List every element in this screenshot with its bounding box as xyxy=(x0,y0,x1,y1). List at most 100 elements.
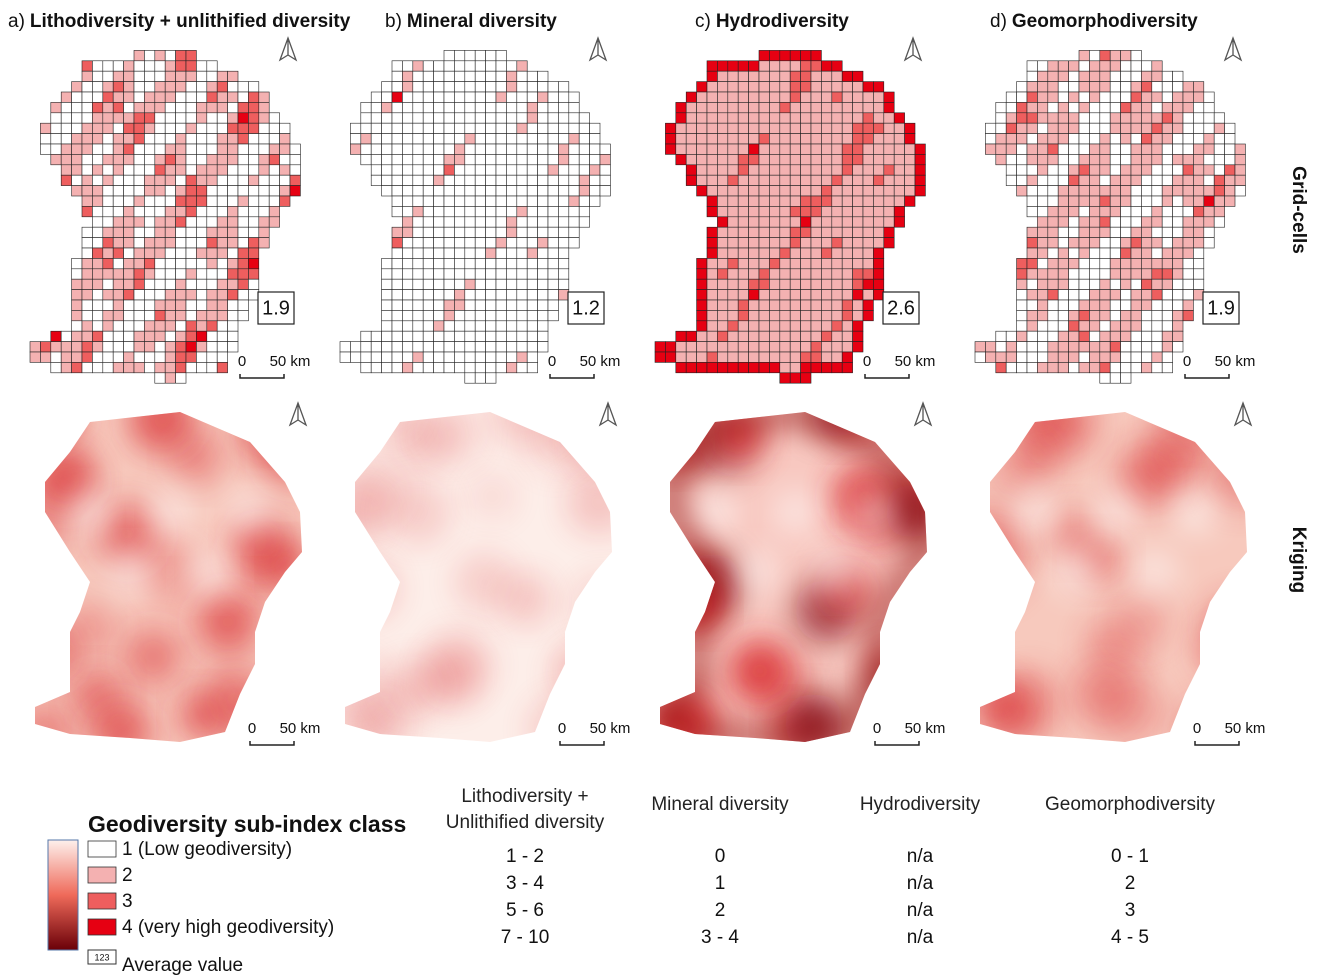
grid-cell xyxy=(1110,50,1120,60)
grid-cell xyxy=(1162,196,1172,206)
grid-cell xyxy=(217,186,227,196)
grid-cell xyxy=(475,342,485,352)
kriging-light xyxy=(1053,550,1097,594)
average-value: 1.9 xyxy=(1207,297,1235,319)
table-cell: 7 - 10 xyxy=(465,927,585,949)
grid-cell xyxy=(434,269,444,279)
grid-cell xyxy=(124,342,134,352)
grid-cell xyxy=(486,321,496,331)
grid-cell xyxy=(1173,227,1183,237)
grid-cell xyxy=(884,206,894,216)
grid-cell xyxy=(280,165,290,175)
grid-cell xyxy=(134,248,144,258)
grid-cell xyxy=(51,362,61,372)
kriging-blob xyxy=(1153,388,1205,440)
grid-cell xyxy=(769,258,779,268)
grid-cell xyxy=(1131,175,1141,185)
grid-cell xyxy=(996,113,1006,123)
scale-bar xyxy=(250,741,294,745)
grid-cell xyxy=(548,123,558,133)
grid-cell xyxy=(176,362,186,372)
grid-cell xyxy=(538,102,548,112)
kriging-blob xyxy=(469,473,516,520)
grid-cell xyxy=(1214,154,1224,164)
grid-cell xyxy=(134,269,144,279)
grid-cell xyxy=(905,196,915,206)
grid-cell xyxy=(238,279,248,289)
grid-cell xyxy=(1089,165,1099,175)
grid-cell xyxy=(707,61,717,71)
grid-cell xyxy=(280,196,290,206)
grid-cell xyxy=(759,227,769,237)
grid-cell xyxy=(228,300,238,310)
grid-cell xyxy=(1100,269,1110,279)
grid-cell xyxy=(248,238,258,248)
grid-cell xyxy=(1152,123,1162,133)
grid-cell xyxy=(1006,123,1016,133)
grid-cell xyxy=(103,310,113,320)
grid-cell xyxy=(496,92,506,102)
grid-cell xyxy=(103,61,113,71)
grid-cell xyxy=(1121,92,1131,102)
grid-cell xyxy=(1110,82,1120,92)
grid-cell xyxy=(1173,175,1183,185)
grid-cell xyxy=(863,279,873,289)
kriging-blob xyxy=(367,388,417,438)
grid-cell xyxy=(92,290,102,300)
grid-cell xyxy=(697,279,707,289)
grid-cell xyxy=(1027,134,1037,144)
grid-cell xyxy=(1141,238,1151,248)
grid-cell xyxy=(196,61,206,71)
grid-cell xyxy=(465,92,475,102)
grid-cell xyxy=(1027,82,1037,92)
grid-cell xyxy=(402,165,412,175)
grid-cell xyxy=(558,290,568,300)
legend-swatch xyxy=(88,893,116,909)
grid-cell xyxy=(124,248,134,258)
grid-cell xyxy=(124,238,134,248)
grid-cell xyxy=(475,269,485,279)
grid-cell xyxy=(801,206,811,216)
grid-cell xyxy=(413,300,423,310)
grid-cell xyxy=(759,123,769,133)
grid-cell xyxy=(486,92,496,102)
scale-label: 0 xyxy=(873,720,881,737)
grid-cell xyxy=(144,113,154,123)
grid-cell xyxy=(821,175,831,185)
grid-cell xyxy=(248,113,258,123)
grid-cell xyxy=(165,61,175,71)
grid-cell xyxy=(1006,175,1016,185)
grid-cell xyxy=(1121,196,1131,206)
grid-cell xyxy=(842,217,852,227)
grid-cell xyxy=(506,248,516,258)
grid-cell xyxy=(124,61,134,71)
kriging-blob xyxy=(1114,593,1169,648)
grid-cell xyxy=(82,248,92,258)
grid-cell xyxy=(1110,144,1120,154)
grid-cell xyxy=(548,248,558,258)
grid-cell xyxy=(780,362,790,372)
grid-cell xyxy=(1037,269,1047,279)
grid-cell xyxy=(124,71,134,81)
grid-cell xyxy=(801,165,811,175)
grid-cell xyxy=(1193,82,1203,92)
grid-cell xyxy=(475,154,485,164)
grid-cell xyxy=(842,154,852,164)
table-cell: 3 - 4 xyxy=(660,927,780,949)
scale-bar xyxy=(1185,374,1229,378)
grid-cell xyxy=(103,238,113,248)
grid-cell xyxy=(413,342,423,352)
kriging-blob xyxy=(197,591,259,653)
grid-cell xyxy=(728,269,738,279)
grid-cell xyxy=(176,290,186,300)
grid-cell xyxy=(444,269,454,279)
grid-cell xyxy=(392,206,402,216)
grid-cell xyxy=(717,300,727,310)
grid-cell xyxy=(1121,248,1131,258)
kriging-blob xyxy=(338,559,397,618)
grid-cell xyxy=(1162,206,1172,216)
grid-cell xyxy=(454,258,464,268)
grid-cell xyxy=(176,71,186,81)
grid-cell xyxy=(759,269,769,279)
grid-cell xyxy=(51,331,61,341)
